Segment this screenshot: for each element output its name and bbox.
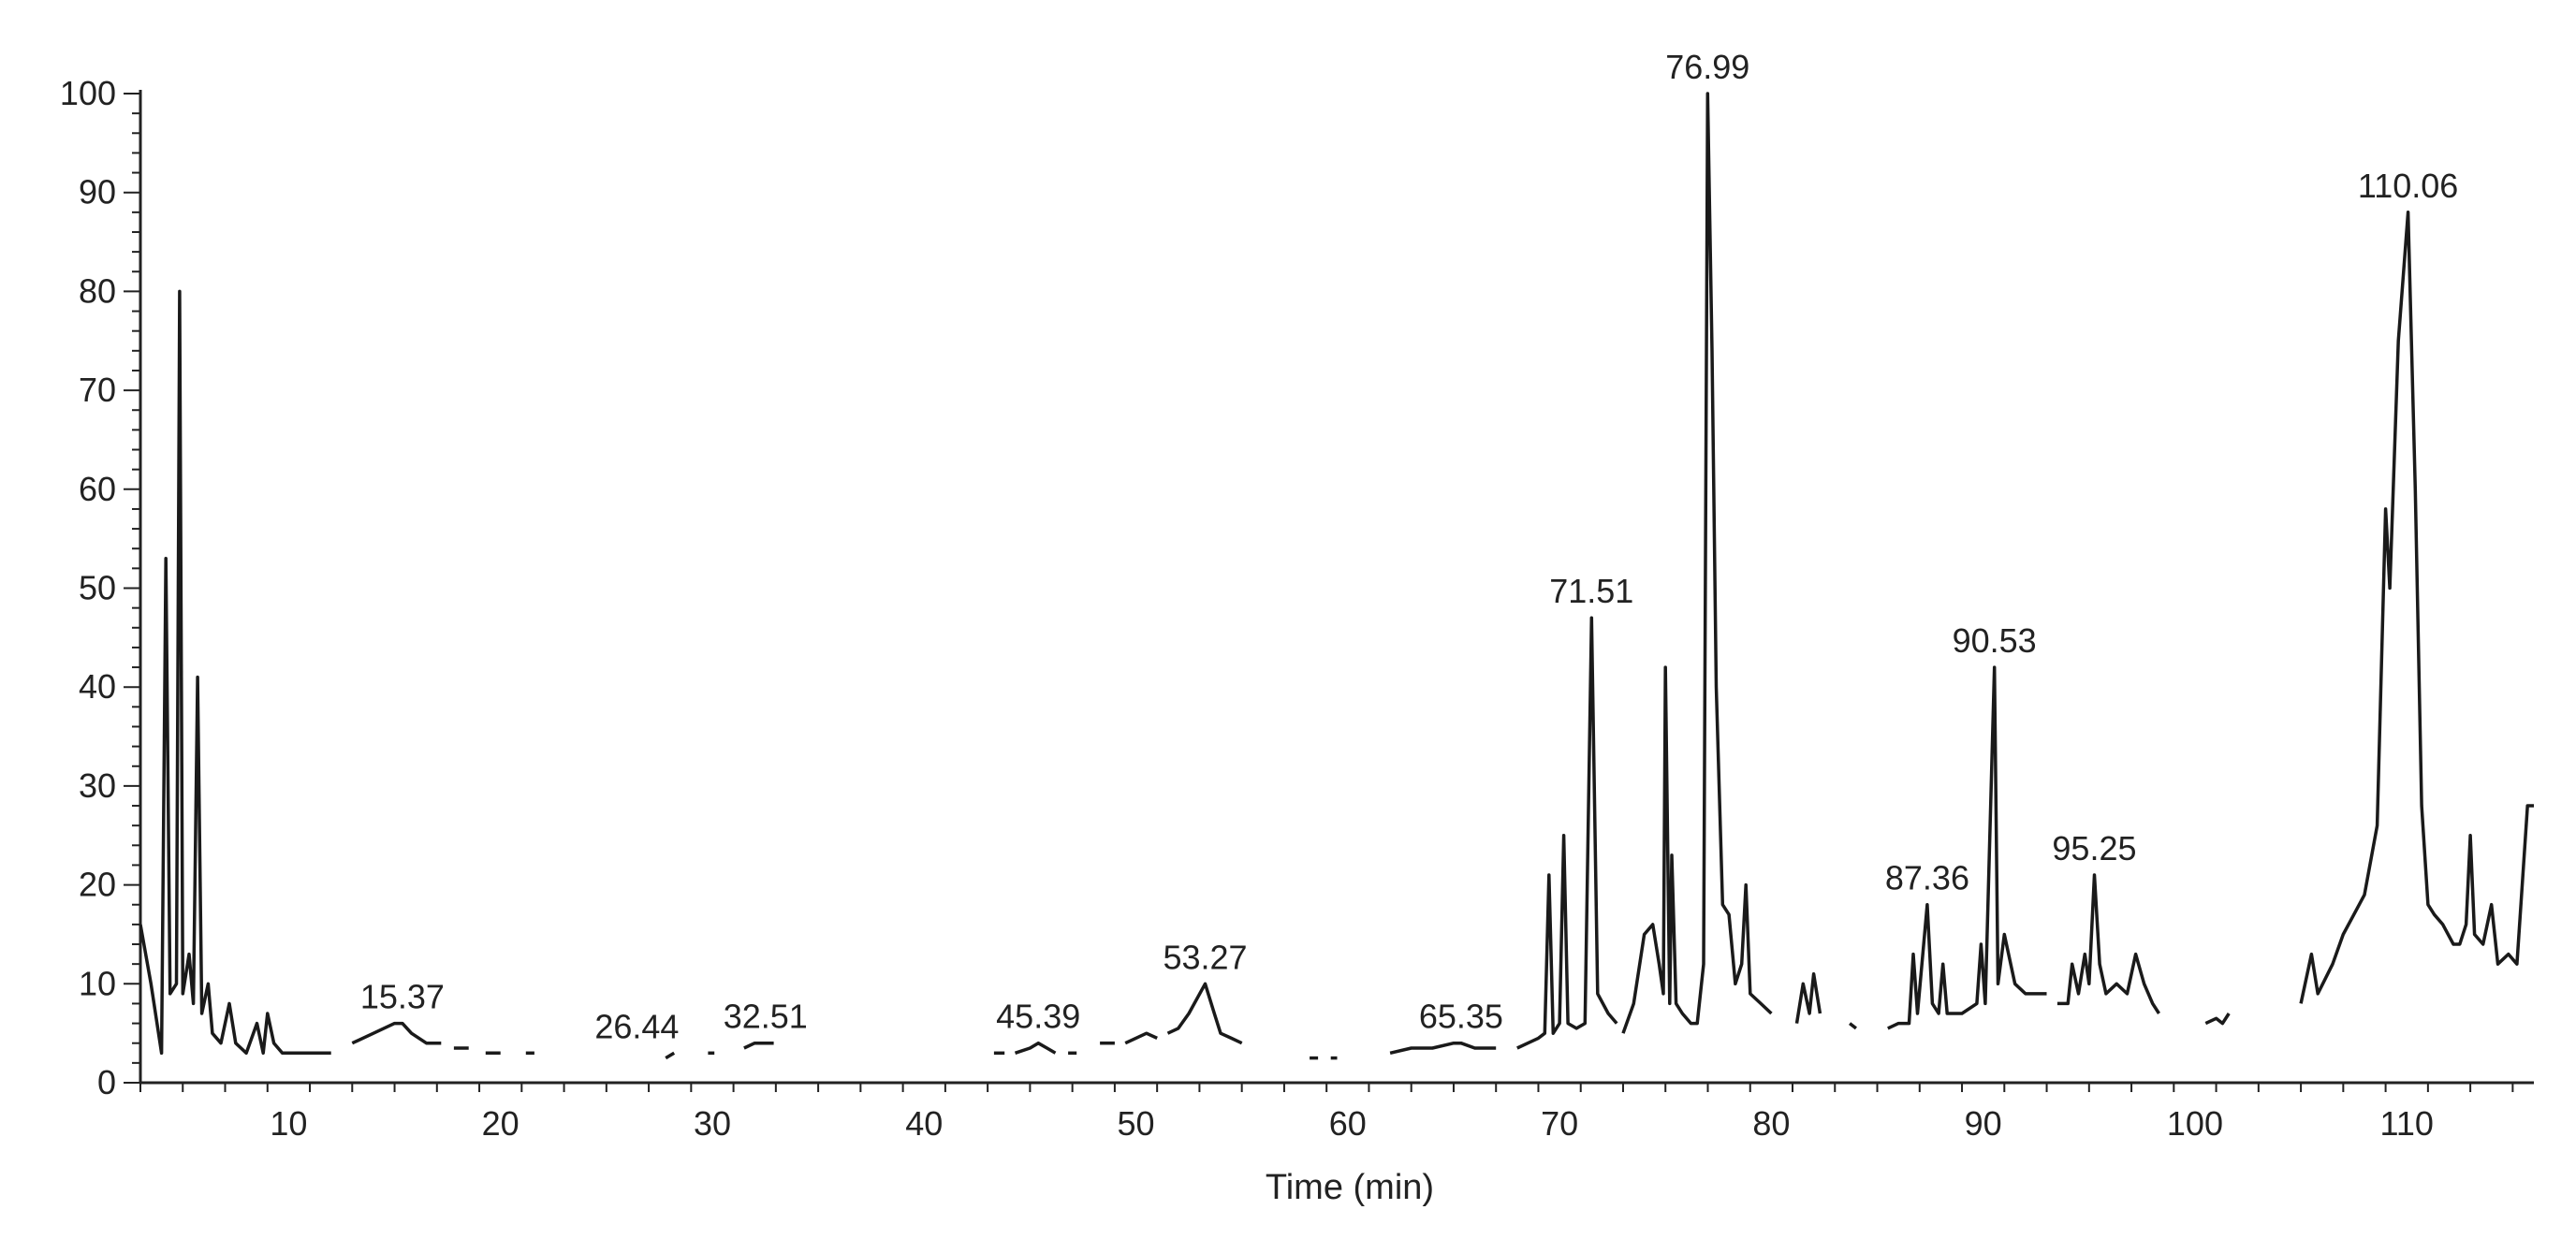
- chromatogram-trace-segment: [2056, 873, 2160, 1014]
- peak-label: 110.06: [2358, 167, 2458, 205]
- peak-label: 95.25: [2052, 829, 2136, 867]
- x-tick-label: 20: [482, 1104, 520, 1143]
- x-tick-label: 40: [905, 1104, 943, 1143]
- chromatogram-trace-segment: [1166, 982, 1243, 1045]
- chromatogram-trace-segment: [1887, 665, 2047, 1030]
- chromatogram-trace-segment: [2299, 211, 2534, 1004]
- chromatogram-series: [139, 92, 2534, 1060]
- x-tick-label: 50: [1118, 1104, 1155, 1143]
- axes: 0 10 20 30 40 50 60 70 80 90 100 10 20 30 40 50 60 70 80 90…: [60, 74, 2534, 1143]
- chromatogram-trace-segment: [1124, 1031, 1158, 1045]
- x-axis-title: Time (min): [1266, 1168, 1434, 1207]
- x-tick-label: 90: [1965, 1104, 2002, 1143]
- chromatogram-trace-segment: [139, 289, 331, 1056]
- chromatogram-trace-segment: [1849, 1022, 1857, 1030]
- x-tick-label: 70: [1541, 1104, 1578, 1143]
- peak-label: 87.36: [1885, 859, 1969, 897]
- chromatogram-trace-segment: [351, 1021, 442, 1045]
- chromatogram-trace-segment: [1516, 616, 1618, 1050]
- peak-label: 65.35: [1419, 998, 1503, 1036]
- peak-label: 90.53: [1953, 621, 2037, 660]
- chromatogram-trace-segment: [1389, 1041, 1497, 1056]
- y-tick-label: 0: [97, 1063, 116, 1101]
- chromatogram-trace-segment: [665, 1051, 676, 1060]
- y-tick-label: 100: [60, 74, 116, 112]
- peak-labels: 15.37 26.44 32.51 45.39 53.27 65.35 71.51 76.99…: [360, 48, 2458, 1045]
- x-tick-label: 60: [1329, 1104, 1367, 1143]
- x-tick-label: 100: [2167, 1104, 2223, 1143]
- peak-label: 76.99: [1665, 48, 1749, 86]
- y-tick-label: 30: [79, 766, 116, 805]
- peak-label: 71.51: [1549, 572, 1633, 610]
- x-tick-label: 30: [694, 1104, 731, 1143]
- y-tick-label: 60: [79, 470, 116, 508]
- x-tick-label: 10: [270, 1104, 307, 1143]
- y-tick-label: 40: [79, 667, 116, 706]
- peak-label: 53.27: [1163, 938, 1247, 976]
- peak-label: 15.37: [360, 978, 445, 1016]
- chromatogram-trace-segment: [1014, 1041, 1057, 1055]
- x-tick-label: 110: [2380, 1104, 2434, 1143]
- chromatogram-trace-segment: [1794, 971, 1822, 1024]
- y-tick-label: 20: [79, 866, 116, 904]
- x-tick-label: 80: [1752, 1104, 1790, 1143]
- y-tick-label: 70: [79, 371, 116, 409]
- chromatogram-trace-segment: [743, 1041, 774, 1050]
- chromatogram-trace-segment: [1621, 92, 1773, 1034]
- peak-label: 26.44: [594, 1007, 679, 1045]
- peak-label: 45.39: [996, 998, 1080, 1036]
- chromatogram-trace-segment: [2204, 1013, 2231, 1026]
- y-tick-label: 10: [79, 964, 116, 1002]
- y-tick-label: 90: [79, 173, 116, 211]
- peak-label: 32.51: [724, 998, 808, 1036]
- y-tick-label: 80: [79, 271, 116, 310]
- y-tick-label: 50: [79, 569, 116, 607]
